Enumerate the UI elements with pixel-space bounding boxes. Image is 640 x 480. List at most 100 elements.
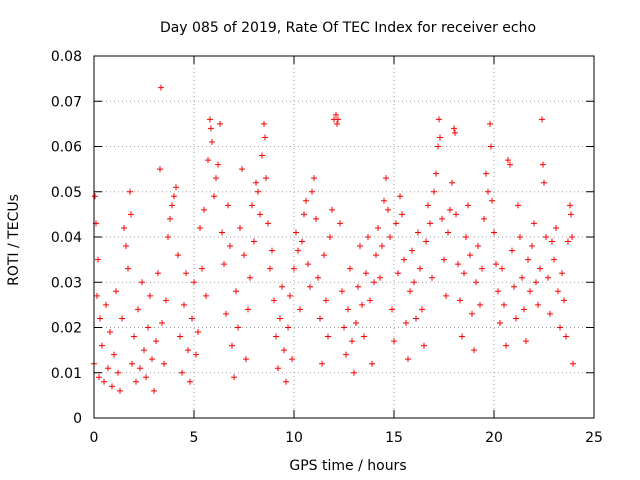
data-point bbox=[135, 306, 141, 313]
data-point bbox=[555, 288, 561, 295]
data-point bbox=[545, 274, 551, 281]
data-point bbox=[181, 301, 187, 308]
data-point bbox=[281, 347, 287, 354]
data-point bbox=[211, 193, 217, 200]
data-point bbox=[491, 229, 497, 236]
data-point bbox=[569, 234, 575, 240]
data-point bbox=[465, 202, 471, 209]
data-point bbox=[517, 234, 523, 240]
data-point bbox=[167, 215, 173, 222]
data-point bbox=[171, 193, 177, 200]
data-point bbox=[436, 116, 442, 123]
data-point bbox=[291, 265, 297, 272]
data-point bbox=[549, 238, 555, 245]
data-point bbox=[493, 261, 499, 268]
data-point bbox=[441, 256, 447, 263]
data-point bbox=[217, 120, 223, 127]
data-point bbox=[525, 256, 531, 263]
data-point bbox=[383, 175, 389, 182]
data-point bbox=[567, 202, 573, 209]
data-point bbox=[349, 338, 355, 345]
data-point bbox=[141, 347, 147, 354]
data-point bbox=[351, 369, 357, 376]
data-point bbox=[375, 224, 381, 231]
data-point bbox=[269, 247, 275, 254]
data-point bbox=[117, 387, 123, 394]
data-point bbox=[343, 351, 349, 358]
data-point bbox=[163, 297, 169, 304]
data-point bbox=[209, 138, 215, 145]
data-point bbox=[445, 229, 451, 236]
data-point bbox=[253, 179, 259, 186]
x-tick-label: 0 bbox=[90, 430, 99, 446]
data-point bbox=[453, 211, 459, 218]
data-point bbox=[505, 157, 511, 164]
data-point bbox=[189, 315, 195, 322]
y-tick-label: 0 bbox=[73, 411, 82, 427]
data-point bbox=[247, 274, 253, 281]
data-point bbox=[307, 283, 313, 290]
data-point bbox=[543, 234, 549, 240]
data-point bbox=[315, 274, 321, 281]
data-point bbox=[561, 297, 567, 304]
data-point bbox=[483, 170, 489, 177]
data-point bbox=[449, 179, 455, 186]
data-point bbox=[387, 234, 393, 240]
data-point bbox=[321, 252, 327, 259]
data-point bbox=[92, 193, 98, 200]
data-point bbox=[199, 265, 205, 272]
y-tick-label: 0.03 bbox=[51, 275, 82, 291]
data-point bbox=[407, 288, 413, 295]
y-axis-label: ROTI / TECUs bbox=[6, 194, 22, 286]
data-point bbox=[145, 324, 151, 331]
data-point bbox=[341, 324, 347, 331]
data-point bbox=[417, 265, 423, 272]
data-point bbox=[191, 279, 197, 286]
data-point bbox=[381, 197, 387, 204]
data-point bbox=[301, 211, 307, 218]
data-point bbox=[193, 351, 199, 358]
data-point bbox=[345, 306, 351, 313]
data-point bbox=[568, 211, 574, 218]
data-point bbox=[275, 365, 281, 372]
data-point bbox=[540, 161, 546, 168]
data-point bbox=[229, 342, 235, 349]
data-point bbox=[113, 288, 119, 295]
data-point bbox=[201, 206, 207, 213]
data-point bbox=[455, 261, 461, 268]
data-point bbox=[509, 247, 515, 254]
data-point bbox=[139, 279, 145, 286]
grid-lines bbox=[94, 56, 594, 418]
data-point bbox=[187, 378, 193, 385]
data-point bbox=[433, 170, 439, 177]
data-point bbox=[127, 188, 133, 195]
data-point bbox=[128, 211, 134, 218]
data-point bbox=[479, 265, 485, 272]
data-point bbox=[303, 197, 309, 204]
data-point bbox=[265, 220, 271, 227]
data-point bbox=[131, 333, 137, 340]
data-point bbox=[205, 157, 211, 164]
data-point bbox=[379, 243, 385, 250]
data-point bbox=[213, 175, 219, 182]
data-point bbox=[535, 301, 541, 308]
data-point bbox=[329, 206, 335, 213]
data-point bbox=[437, 134, 443, 141]
data-point bbox=[237, 224, 243, 231]
data-point bbox=[461, 270, 467, 277]
data-point bbox=[241, 252, 247, 259]
data-point bbox=[159, 319, 165, 326]
data-point bbox=[96, 374, 102, 381]
y-tick-label: 0.08 bbox=[51, 49, 82, 65]
data-point bbox=[161, 360, 167, 367]
data-point bbox=[503, 342, 509, 349]
x-tick-label: 25 bbox=[585, 430, 603, 446]
data-point bbox=[235, 324, 241, 331]
data-point bbox=[299, 238, 305, 245]
data-point bbox=[173, 184, 179, 191]
data-point bbox=[293, 229, 299, 236]
x-tick-label: 5 bbox=[190, 430, 199, 446]
data-point bbox=[223, 310, 229, 317]
data-point bbox=[457, 297, 463, 304]
data-point bbox=[101, 378, 107, 385]
